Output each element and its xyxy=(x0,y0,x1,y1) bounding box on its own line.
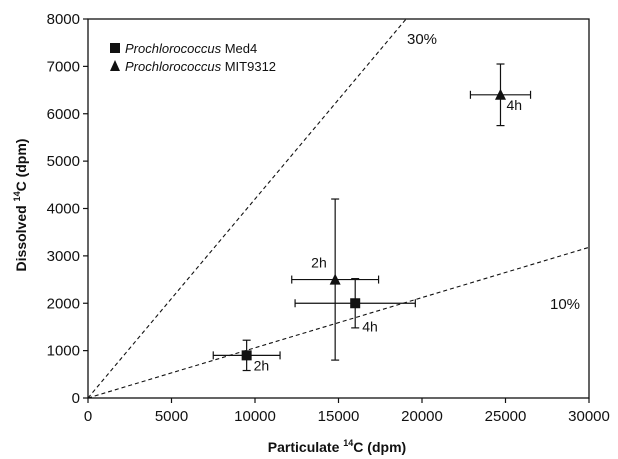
reference-lines: 30% 10% xyxy=(87,18,590,399)
triangle-marker xyxy=(494,88,506,100)
legend-label-mit9312-italic: Prochlorococcus xyxy=(125,59,222,74)
x-ticks: 0 5000 10000 15000 20000 25000 30000 xyxy=(84,398,610,425)
point-time-label: 2h xyxy=(254,357,270,373)
square-marker xyxy=(241,350,252,361)
y-ticks: 0 1000 2000 3000 4000 5000 6000 7000 8000 xyxy=(47,11,88,407)
y-tick-label: 4000 xyxy=(47,201,80,218)
legend-label-mit9312: Prochlorococcus MIT9312 xyxy=(125,59,276,74)
reference-line xyxy=(87,18,407,399)
plot-frame xyxy=(87,18,590,399)
x-tick-label: 30000 xyxy=(568,408,610,425)
axes xyxy=(87,18,590,399)
y-tick-label: 5000 xyxy=(47,153,80,170)
point-labels: 2h 4h 2h 4h xyxy=(254,97,522,374)
y-tick-label: 2000 xyxy=(47,295,80,312)
legend-marker-square xyxy=(110,43,120,53)
y-tick-label: 1000 xyxy=(47,343,80,360)
legend-label-med4-rest: Med4 xyxy=(221,41,257,56)
y-tick-label: 7000 xyxy=(47,58,80,75)
triangle-marker xyxy=(329,273,341,285)
legend-label-med4: Prochlorococcus Med4 xyxy=(125,41,257,56)
x-tick-label: 0 xyxy=(84,408,92,425)
x-axis-title: Particulate 14C (dpm) xyxy=(268,438,406,455)
x-tick-label: 15000 xyxy=(318,408,360,425)
y-tick-label: 8000 xyxy=(47,11,80,28)
x-tick-label: 25000 xyxy=(485,408,527,425)
x-tick-label: 5000 xyxy=(155,408,188,425)
data-markers xyxy=(241,88,506,361)
x-tick-label: 10000 xyxy=(234,408,276,425)
legend-label-med4-italic: Prochlorococcus xyxy=(125,41,222,56)
y-tick-label: 6000 xyxy=(47,106,80,123)
y-axis-title-sup: 14 xyxy=(12,191,22,201)
reference-line xyxy=(87,246,590,399)
legend-label-mit9312-rest: MIT9312 xyxy=(221,59,276,74)
x-axis-title-main: Particulate xyxy=(268,439,343,455)
y-tick-label: 0 xyxy=(72,390,80,407)
square-marker xyxy=(350,298,361,309)
reference-line-label: 30% xyxy=(407,31,437,48)
reference-line-label: 10% xyxy=(550,296,580,313)
point-time-label: 4h xyxy=(362,318,378,334)
legend: Prochlorococcus Med4 Prochlorococcus MIT… xyxy=(110,41,276,74)
point-time-label: 2h xyxy=(311,255,327,271)
x-tick-label: 20000 xyxy=(401,408,443,425)
x-axis-title-sup: 14 xyxy=(343,438,353,448)
y-axis-title-main: Dissolved xyxy=(13,201,29,271)
x-axis-title-rest: C (dpm) xyxy=(353,439,406,455)
y-tick-label: 3000 xyxy=(47,248,80,265)
point-time-label: 4h xyxy=(506,97,522,113)
y-axis-title-rest: C (dpm) xyxy=(13,139,29,192)
y-axis-title: Dissolved 14C (dpm) xyxy=(12,139,29,272)
legend-marker-triangle xyxy=(110,60,120,71)
